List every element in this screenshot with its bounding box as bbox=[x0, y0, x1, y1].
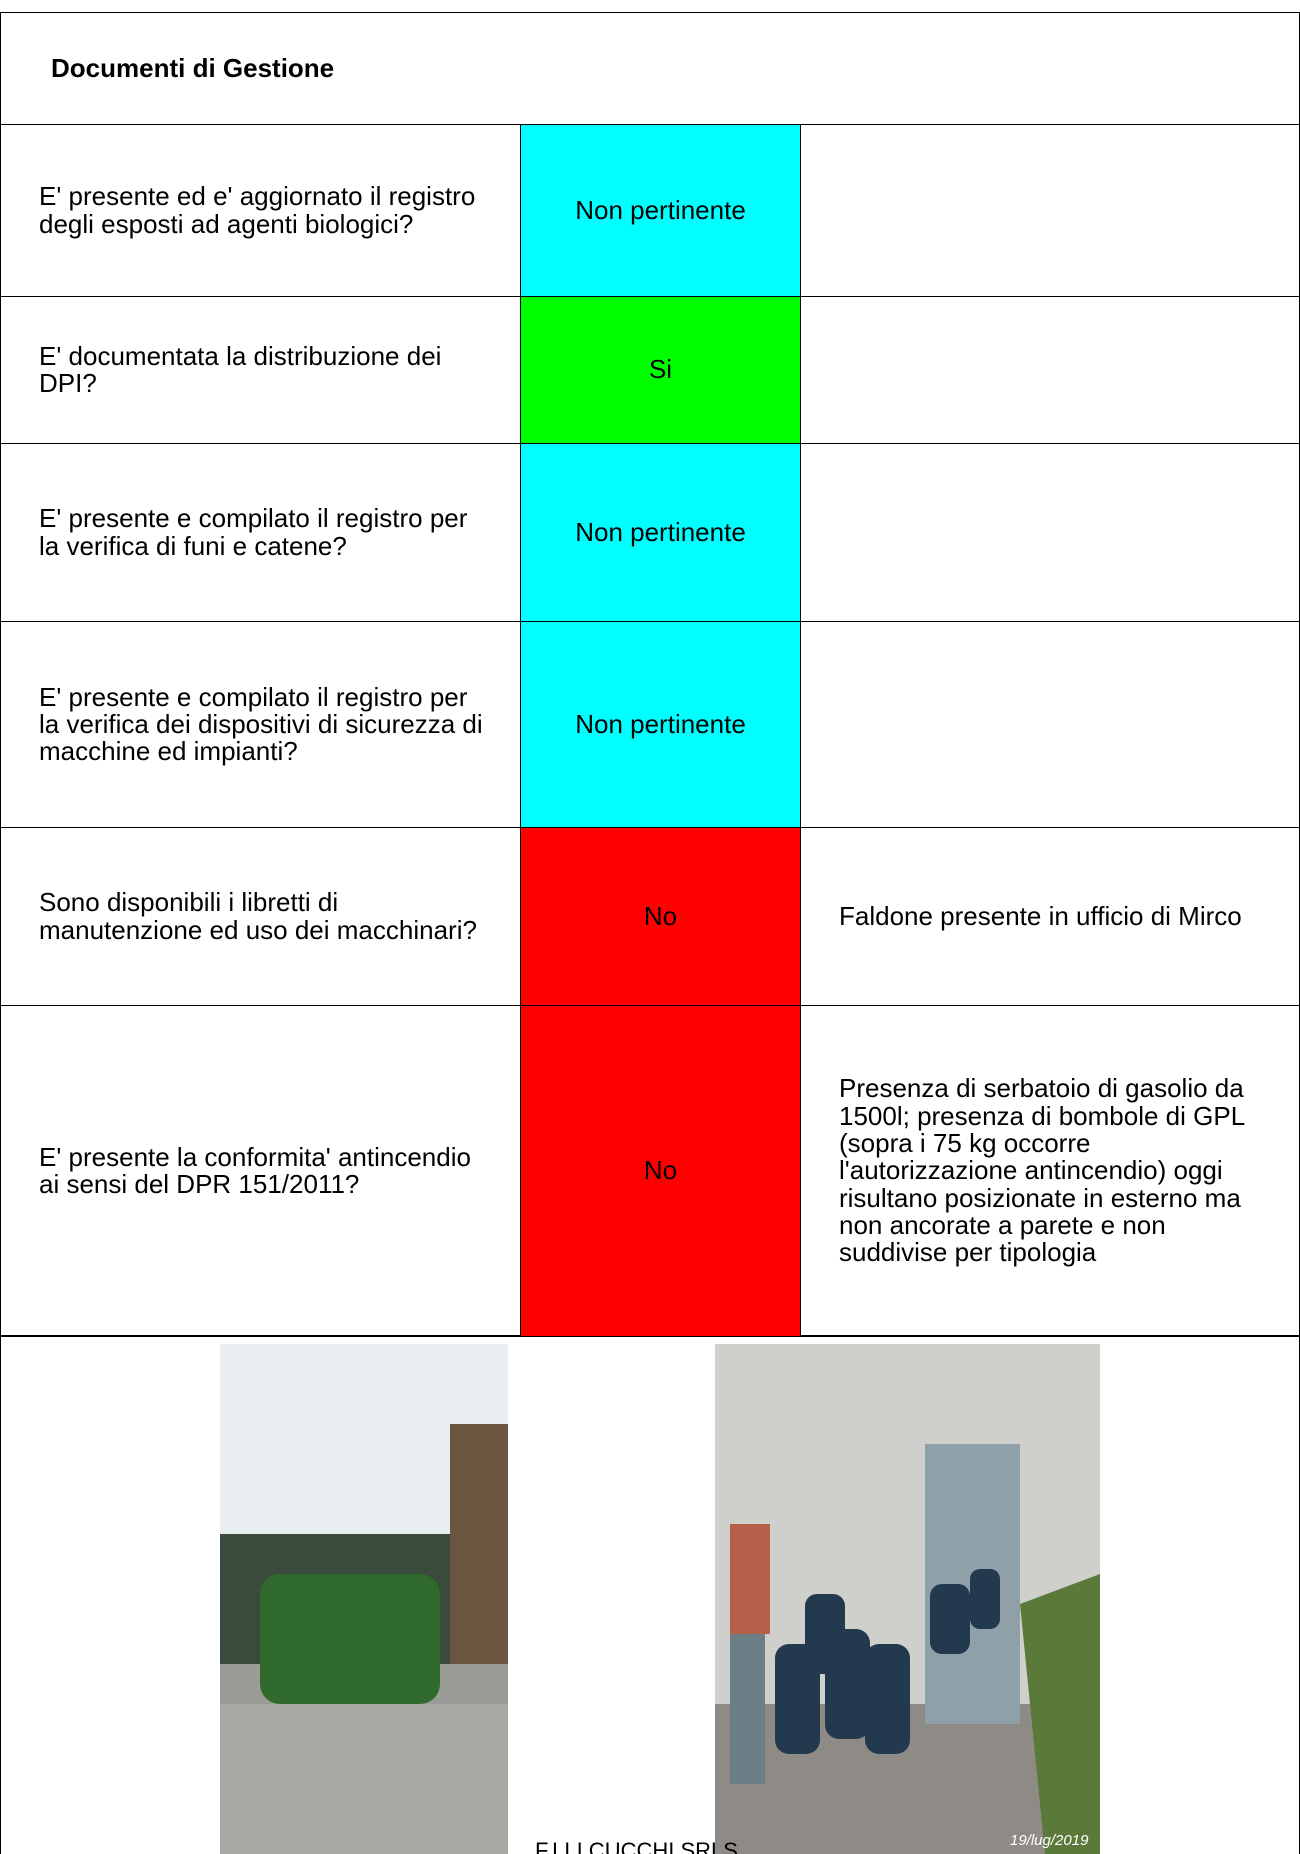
answer: Non pertinente bbox=[520, 443, 801, 622]
note: Faldone presente in ufficio di Mirco bbox=[800, 827, 1300, 1006]
footer-text: F.LLI CUCCHI SRLS bbox=[535, 1838, 738, 1854]
question: E' presente ed e' aggiornato il registro… bbox=[0, 124, 521, 297]
answer: Non pertinente bbox=[520, 124, 801, 297]
answer: No bbox=[520, 827, 801, 1006]
note bbox=[800, 443, 1300, 622]
question: E' documentata la distribuzione dei DPI? bbox=[0, 296, 521, 444]
note: Presenza di serbatoio di gasolio da 1500… bbox=[800, 1005, 1300, 1337]
note bbox=[800, 296, 1300, 444]
answer: Si bbox=[520, 296, 801, 444]
note bbox=[800, 124, 1300, 297]
photo-timestamp: 19/lug/2019 bbox=[1010, 1832, 1089, 1849]
question: E' presente e compilato il registro per … bbox=[0, 621, 521, 828]
note bbox=[800, 621, 1300, 828]
question: E' presente e compilato il registro per … bbox=[0, 443, 521, 622]
answer: Non pertinente bbox=[520, 621, 801, 828]
answer: No bbox=[520, 1005, 801, 1337]
question: Sono disponibili i libretti di manutenzi… bbox=[0, 827, 521, 1006]
section-title: Documenti di Gestione bbox=[0, 12, 1300, 125]
question: E' presente la conformita' antincendio a… bbox=[0, 1005, 521, 1337]
photo-gas-cylinders bbox=[715, 1344, 1100, 1854]
photo-workshop bbox=[220, 1344, 508, 1854]
photo-cell bbox=[0, 1335, 1300, 1854]
